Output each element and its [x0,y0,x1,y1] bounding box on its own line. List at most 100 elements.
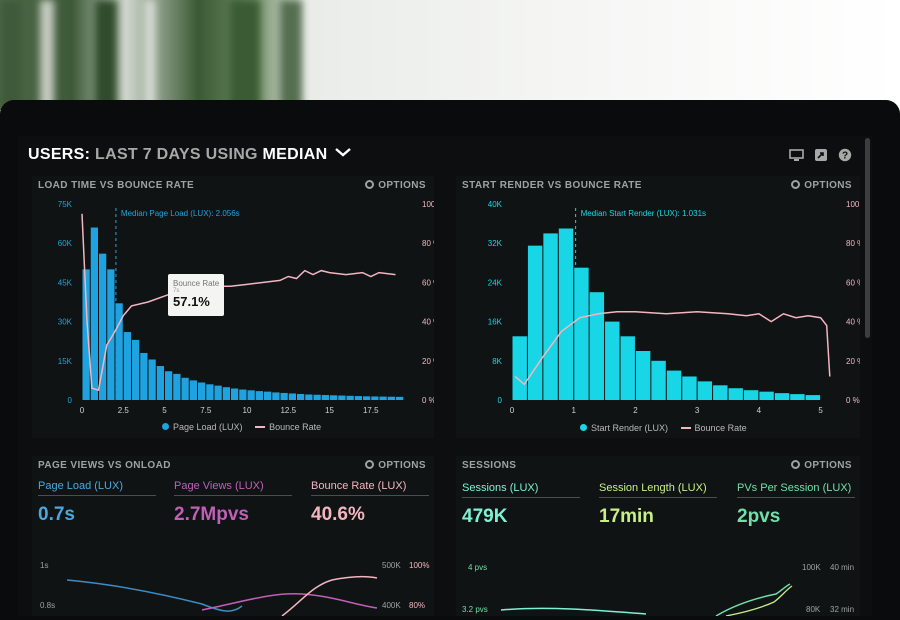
metric-page-load[interactable]: Page Load (LUX) 0.7s [38,480,156,526]
panel-start-render: START RENDER VS BOUNCE RATE OPTIONS 0 8K 1… [456,176,860,438]
y2-tick-label: 20 % [846,357,860,366]
bar [396,396,404,400]
bar [743,390,759,400]
tick-label: 80K [806,605,821,614]
bar [123,332,131,400]
legend-bar-label: Start Render (LUX) [591,423,669,433]
tick-label: 32 min [830,605,854,614]
bar [264,391,272,400]
tick-label: 40 min [830,563,854,572]
options-button[interactable]: OPTIONS [365,460,426,471]
x-tick-label: 5 [162,406,167,415]
tooltip-value: 57.1% [173,294,210,309]
y-tick-label: 16K [488,318,503,327]
legend-line-label: Bounce Rate [269,422,322,432]
bar [605,321,620,400]
gear-icon [791,180,801,189]
x-tick-label: 1 [571,406,576,415]
bar [132,339,140,400]
x-tick-label: 4 [757,406,762,415]
x-tick-label: 3 [695,406,700,415]
chart-legend: Start Render (LUX) Bounce Rate [580,423,747,433]
bar [666,370,682,400]
metric-label: Page Load (LUX) [38,480,156,496]
legend-line-label: Bounce Rate [694,423,747,433]
y-tick-label: 24K [488,278,503,287]
bar [790,394,805,400]
y2-tick-label: 0 % [422,396,434,405]
tick-label: 100% [409,561,429,570]
tooltip-title: Bounce Rate [173,279,220,288]
tick-label: 500K [382,561,401,570]
legend-swatch-line [255,425,266,428]
options-button[interactable]: OPTIONS [791,460,852,471]
legend-swatch-bar [162,423,169,430]
bar [288,393,296,400]
bar [222,387,230,400]
y-tick-label: 30K [58,318,73,327]
tooltip-subtitle: 7s [173,288,180,294]
metric-session-length[interactable]: Session Length (LUX) 17min [599,482,717,528]
x-tick-label: 17.5 [363,406,379,415]
panel-title: START RENDER VS BOUNCE RATE [462,180,642,191]
metric-bounce-rate[interactable]: Bounce Rate (LUX) 40.6% [311,480,429,526]
bar [682,376,697,400]
metric-sessions[interactable]: Sessions (LUX) 479K [462,482,580,528]
options-label: OPTIONS [804,460,852,471]
tooltip: Bounce Rate 7s 57.1% [168,274,224,316]
tick-label: 4 pvs [468,563,487,572]
bounce-rate-line [514,311,831,386]
y-tick-label: 0 [498,396,503,405]
bar [148,359,156,400]
chevron-down-icon[interactable] [334,146,352,158]
y2-tick-label: 20 % [422,357,434,366]
gear-icon [365,180,375,189]
dashboard-title[interactable]: USERS: LAST 7 DAYS USING MEDIAN [28,146,352,164]
y-tick-label: 60K [58,239,73,248]
bar [774,393,790,400]
title-using: USING [205,146,258,163]
options-button[interactable]: OPTIONS [791,180,852,191]
help-icon[interactable]: ? [838,148,852,162]
legend-bar-label: Page Load (LUX) [173,422,243,432]
median-label: Median Start Render (LUX): 1.031s [581,209,706,218]
tick-label: 0.8s [40,601,55,610]
share-icon[interactable] [814,148,828,162]
bar [107,269,115,400]
scrollbar[interactable] [865,138,870,338]
header-icons: ? [789,148,852,162]
metric-page-views[interactable]: Page Views (LUX) 2.7Mpvs [174,480,292,526]
bar [231,388,239,400]
y-tick-label: 8K [492,357,502,366]
y2-tick-label: 60 % [422,278,434,287]
metric-pvs-per-session[interactable]: PVs Per Session (LUX) 2pvs [737,482,855,528]
y2-tick-label: 0 % [846,396,860,405]
bar [558,228,574,400]
options-label: OPTIONS [378,460,426,471]
x-tick-label: 5 [818,406,823,415]
options-button[interactable]: OPTIONS [365,180,426,191]
monitor-icon[interactable] [789,148,804,162]
y-tick-label: 40K [488,200,503,209]
bar [620,336,635,400]
sessions-chart: 4 pvs 3.2 pvs 100K 80K 40 min 32 min [462,563,854,616]
x-tick-label: 0 [510,406,515,415]
y2-tick-label: 60 % [846,278,860,287]
median-label: Median Page Load (LUX): 2.056s [121,209,240,218]
bar [346,395,354,400]
metric-label: Page Views (LUX) [174,480,292,496]
bar [527,245,543,400]
bar [280,392,288,400]
bar [512,336,527,400]
x-tick-label: 12.5 [280,406,296,415]
panel-load-time: LOAD TIME VS BOUNCE RATE OPTIONS 0 15K 30K… [32,176,434,438]
background-wall [0,0,900,110]
bar [313,394,321,400]
metric-value: 0.7s [38,504,75,525]
x-tick-label: 10 [243,406,252,415]
bar [181,377,189,400]
x-tick-label: 0 [80,406,85,415]
tick-label: 100K [802,563,821,572]
metric-value: 2.7Mpvs [174,504,249,525]
bar [156,366,164,400]
